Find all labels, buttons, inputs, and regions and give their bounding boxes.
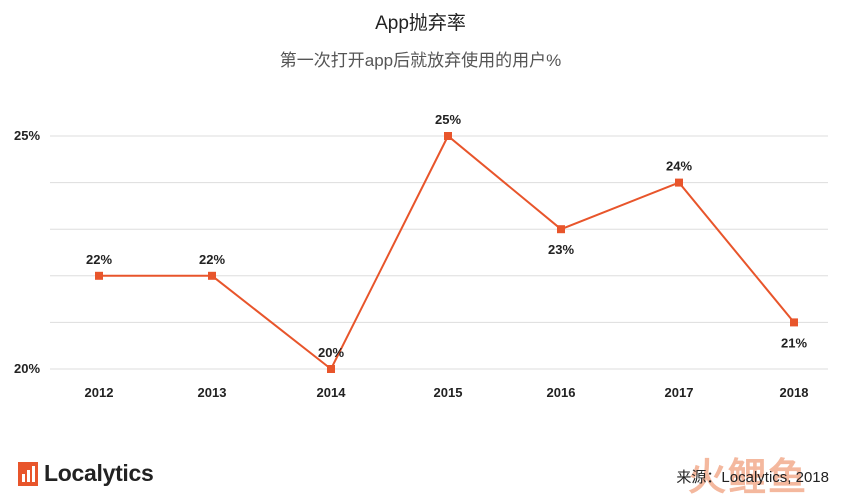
- x-tick-label-2017: 2017: [665, 385, 694, 400]
- data-point-2012: [95, 271, 103, 280]
- data-point-2018: [790, 318, 798, 327]
- x-tick-label-2014: 2014: [317, 385, 347, 400]
- data-label-2015: 25%: [435, 112, 461, 127]
- data-point-2013: [208, 271, 216, 280]
- grid-layer: [50, 135, 828, 370]
- x-tick-label-2018: 2018: [780, 385, 809, 400]
- y-tick-label-0: 20%: [14, 361, 40, 376]
- watermark: 火鲤鱼: [688, 457, 809, 499]
- source-note: 来源：Localytics, 2018: [676, 469, 829, 486]
- x-tick-label-2016: 2016: [547, 385, 576, 400]
- y-tick-label-1: 25%: [14, 128, 40, 143]
- localytics-logo-icon: [18, 461, 38, 486]
- data-label-2014: 20%: [318, 345, 344, 360]
- x-tick-label-2012: 2012: [85, 385, 114, 400]
- line-chart: 20%25%2012 2013 2014 2015 2016 2017 2018 22% 22…: [14, 112, 828, 400]
- data-point-2017: [675, 178, 683, 187]
- x-tick-label-2013: 2013: [198, 385, 227, 400]
- chart-title: App抛弃率: [375, 13, 466, 34]
- data-label-2016: 23%: [548, 242, 574, 257]
- data-label-2012: 22%: [86, 252, 112, 267]
- logo-text: Localytics: [44, 460, 154, 486]
- data-point-2015: [444, 132, 452, 140]
- chart-subtitle: 第一次打开app后就放弃使用的用户%: [279, 51, 562, 70]
- data-point-2016: [557, 225, 565, 234]
- point-layer: [95, 132, 798, 373]
- axis-layer: 20% 25% 2012 2013 2014 2015 2016 2017 2018: [14, 128, 808, 400]
- data-label-2018: 21%: [781, 335, 807, 350]
- data-label-2013: 22%: [199, 252, 225, 267]
- data-label-2017: 24%: [666, 159, 692, 174]
- label-layer: 22% 22% 20% 25% 23% 24% 21%: [86, 112, 807, 360]
- localytics-logo: Localytics: [18, 460, 154, 487]
- x-tick-label-2015: 2015: [434, 385, 463, 400]
- data-point-2014: [327, 365, 335, 373]
